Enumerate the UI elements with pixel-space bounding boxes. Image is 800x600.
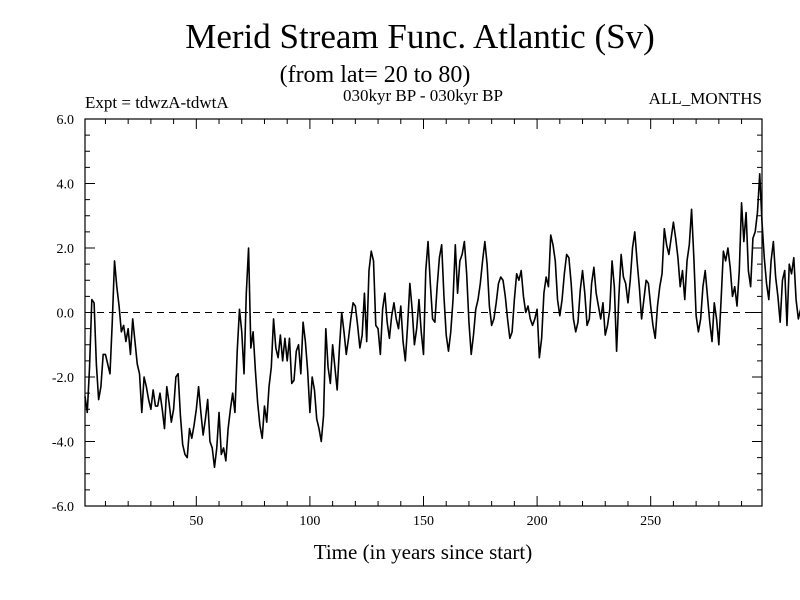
y-tick-label: -4.0	[52, 436, 74, 451]
y-tick-label: 4.0	[57, 178, 75, 193]
x-tick-label: 50	[189, 514, 203, 529]
x-tick-label: 250	[640, 514, 661, 529]
period-label: 030kyr BP - 030kyr BP	[343, 86, 503, 105]
y-tick-label: 0.0	[57, 307, 75, 322]
x-tick-label: 150	[413, 514, 434, 529]
axis-tick-labels: 50 100 150 200 250 -6.0 -4.0 -2.0 0.0 2.0 4.0 6.0	[52, 113, 661, 529]
x-axis-label: Time (in years since start)	[314, 540, 533, 564]
x-tick-label: 100	[299, 514, 320, 529]
y-tick-label: 6.0	[57, 113, 75, 128]
chart-title: Merid Stream Func. Atlantic (Sv)	[185, 17, 655, 56]
x-tick-label: 200	[527, 514, 548, 529]
series-line	[84, 173, 800, 469]
y-tick-label: -6.0	[52, 500, 74, 515]
plot-frame	[84, 118, 763, 507]
experiment-label: Expt = tdwzA-tdwtA	[85, 93, 229, 112]
y-tick-label: -2.0	[52, 371, 74, 386]
y-tick-label: 2.0	[57, 242, 75, 257]
months-label: ALL_MONTHS	[649, 89, 762, 108]
chart-subtitle: (from lat= 20 to 80)	[280, 62, 471, 88]
